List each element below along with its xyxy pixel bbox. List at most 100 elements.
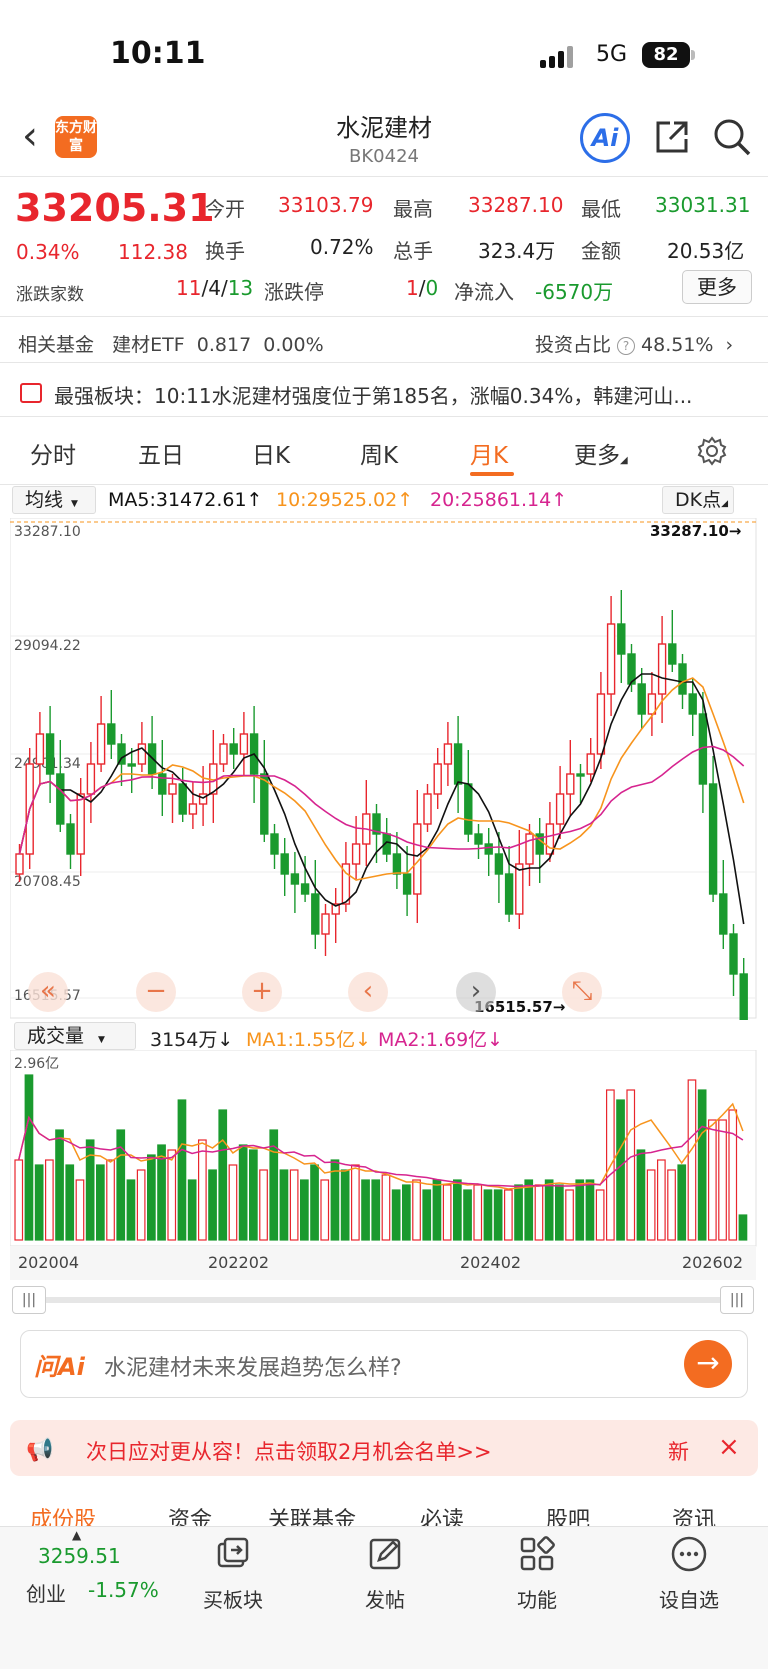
amount-value: 20.53亿 [667,239,745,263]
candle [668,643,677,665]
nav-post[interactable]: 发帖 [330,1534,440,1613]
buy-sector-icon [217,1537,249,1568]
tab-five-day[interactable]: 五日 [138,443,184,469]
index-name[interactable]: 创业 [26,1582,66,1606]
volume-bar [626,1089,636,1241]
volume-bar [656,1159,666,1241]
expand-button[interactable]: ⤡ [562,972,602,1012]
change-value: 112.38 [118,240,188,264]
scroll-handle-left[interactable]: ||| [12,1286,46,1314]
search-icon[interactable] [712,117,752,157]
close-icon[interactable]: × [718,1432,740,1462]
tab-intraday[interactable]: 分时 [30,443,76,469]
promo-banner[interactable] [10,1420,758,1476]
chart-scrollbar[interactable] [30,1297,738,1303]
pan-left-button[interactable]: ‹ [348,972,388,1012]
candle [566,773,575,795]
back-icon[interactable]: ‹ [22,113,38,159]
news-ticker[interactable]: 最强板块：10:11水泥建材强度位于第185名，涨幅0.34%，韩建河山... [54,384,693,408]
volume-bar [442,1184,452,1241]
promo-text[interactable]: 次日应对更从容！点击领取2月机会名单>> [86,1440,492,1464]
grid-icon [520,1536,555,1571]
volume-bar [534,1184,544,1241]
candle [280,853,289,875]
candle [627,653,636,685]
candle [270,833,279,855]
battery-tip [691,50,695,60]
tab-daily-k[interactable]: 日K [252,443,291,469]
nav-buy-sector[interactable]: 买板块 [178,1534,288,1613]
volume-bar [340,1169,350,1241]
ai-icon[interactable]: Ai [580,113,630,163]
invest-value: 48.51% [641,334,714,356]
index-change[interactable]: -1.57% [88,1578,159,1602]
zoom-in-button[interactable]: + [242,972,282,1012]
volume-bar [381,1174,391,1241]
nav-add-watchlist[interactable]: 设自选 [634,1534,744,1613]
candle [158,773,167,795]
gear-icon[interactable] [697,436,727,466]
volume-bar [361,1179,370,1241]
dk-button[interactable]: DK点◢ [662,486,734,514]
x-axis-band [10,1246,756,1280]
more-button[interactable]: 更多 [682,270,752,304]
volume-bar [707,1119,717,1241]
ask-ai-logo: 问Ai [34,1353,85,1381]
kline-chart[interactable]: 33287.1029094.2224901.3420708.4516515.57… [10,518,758,1020]
ma10-line [18,677,745,881]
candle [372,813,381,835]
volume-bar [554,1184,564,1241]
candle [392,853,402,875]
volume-bar [697,1089,707,1241]
candle [331,903,340,915]
vol-ma2-value: MA2:1.69亿↓ [378,1029,504,1051]
ma-selector[interactable]: 均线 ▼ [12,486,96,514]
tab-monthly-k[interactable]: 月K [470,443,509,469]
volume-bar [85,1139,95,1241]
candle [239,733,249,755]
volume-bar [269,1129,279,1241]
rewind-button[interactable]: « [28,972,68,1012]
volume-bar [157,1144,166,1241]
help-icon[interactable]: ? [617,336,636,355]
turnover-value: 0.72% [310,235,374,259]
candle [586,753,595,775]
scroll-handle-right[interactable]: ||| [720,1286,754,1314]
candle [168,783,177,795]
invest-ratio-row[interactable]: 投资占比? 48.51% › [535,330,733,357]
volume-bar [24,1074,34,1241]
ask-ai-input[interactable]: 水泥建材未来发展趋势怎么样? [104,1356,402,1381]
candle [290,873,300,885]
caret-up-icon: ▲ [72,1528,82,1542]
volume-chart[interactable]: 2.96亿 202004 202202 202402 202602 [10,1050,758,1280]
zoom-out-button[interactable]: − [136,972,176,1012]
volume-selector[interactable]: 成交量 ▼ [14,1022,136,1050]
nav-label: 买板块 [203,1588,263,1612]
candle [596,693,606,755]
ask-ai-box[interactable] [20,1330,748,1398]
volume-bar [187,1179,197,1241]
volume-bar [300,1179,309,1241]
candle [117,743,126,765]
network-label: 5G [596,42,628,67]
vol-ma1-value: MA1:1.55亿↓ [246,1029,372,1051]
candle [219,743,228,765]
nav-functions[interactable]: 功能 [482,1534,592,1613]
breadth-label: 涨跌家数 [16,285,84,305]
ma20-value: 20:25861.14↑ [430,489,568,511]
x-tick-label: 202402 [460,1253,521,1272]
candle [494,853,504,875]
volume-bar [575,1179,585,1241]
candle [617,623,626,655]
share-icon[interactable] [652,117,692,157]
candle [719,893,728,935]
candle [464,783,473,835]
tab-more[interactable]: 更多◢ [574,443,628,469]
pan-right-button[interactable]: › [456,972,496,1012]
tab-weekly-k[interactable]: 周K [360,443,399,469]
volume-bar [147,1154,156,1241]
related-fund-row[interactable]: 相关基金 建材ETF 0.817 0.00% [18,330,324,357]
arrow-right-icon[interactable]: → [684,1340,732,1388]
index-value[interactable]: 3259.51 [38,1544,121,1568]
volume-bar [351,1164,360,1241]
